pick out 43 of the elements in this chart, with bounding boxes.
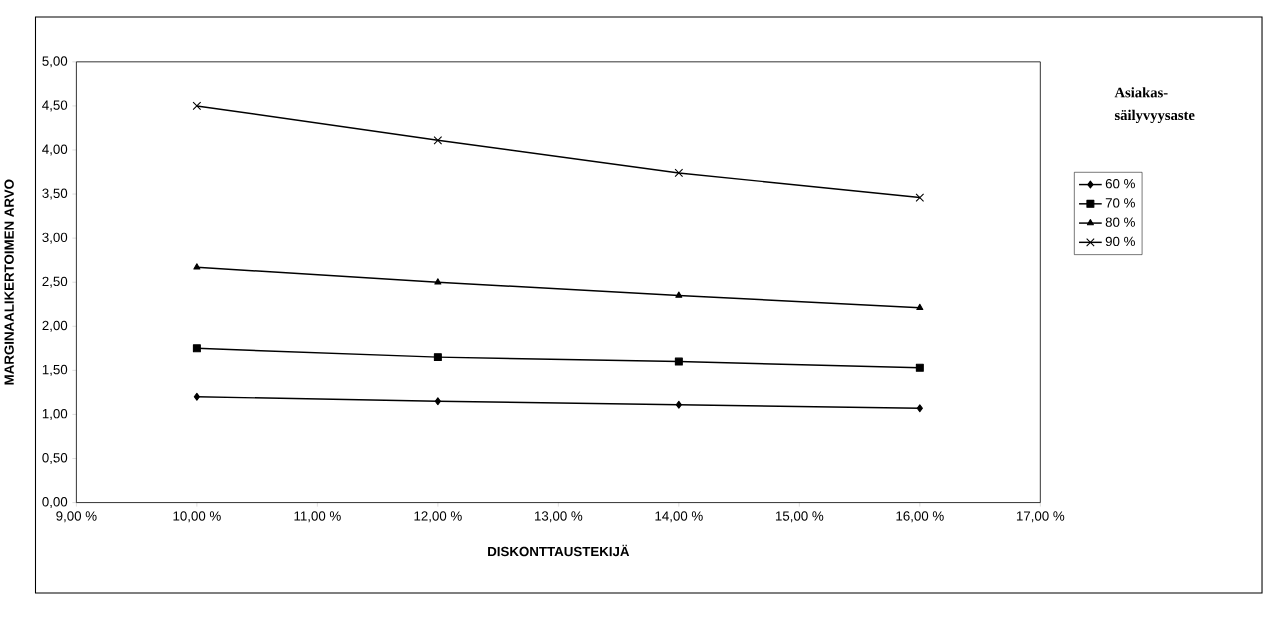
x-tick-label: 17,00 % [1016,511,1065,523]
y-axis-title: MARGINAALIKERTOIMEN ARVO [4,179,14,385]
legend-title: Asiakas-säilyvyysaste [1114,87,1195,123]
point [674,168,684,178]
y-tick-label: 3,00 [42,232,68,244]
y-tick-label: 3,50 [42,188,68,200]
x-tick-label: 11,00 % [294,511,341,523]
x-tick-label: 10,00 % [173,511,221,523]
point [193,392,200,401]
y-tick-label: 1,00 [42,408,68,420]
point [434,397,441,406]
y-tick-label: 4,50 [42,100,68,112]
x-axis-title: DISKONTTAUSTEKIJÄ [488,544,630,557]
x-tick-label: 15,00 % [775,511,824,523]
point [193,263,201,270]
x-tick-label: 12,00 % [414,511,462,523]
x-tick-label: 13,00 % [534,511,583,523]
legend-label: 60 % [1105,178,1135,189]
point [434,278,442,285]
point [192,101,202,111]
point [915,363,924,372]
point [433,135,443,145]
legend-label: 80 % [1105,217,1135,227]
point [916,404,923,413]
y-tick-label: 1,50 [42,364,68,376]
point [674,357,683,366]
x-tick-label: 16,00 % [896,511,944,523]
point [915,193,925,202]
point [675,400,682,409]
y-tick-label: 2,00 [42,320,68,332]
legend-label: 90 % [1105,236,1135,246]
y-tick-label: 4,00 [42,144,68,156]
y-tick-label: 0,50 [42,452,68,464]
point [916,303,924,310]
legend-label: 70 % [1105,198,1135,208]
y-tick-label: 5,00 [42,56,68,68]
x-tick-label: 9,00 % [56,511,97,523]
x-tick-label: 14,00 % [655,511,703,523]
point [433,353,442,361]
y-tick-label: 2,50 [42,276,68,288]
point [675,291,683,298]
y-tick-label: 0,00 [42,496,68,508]
point [192,344,201,353]
